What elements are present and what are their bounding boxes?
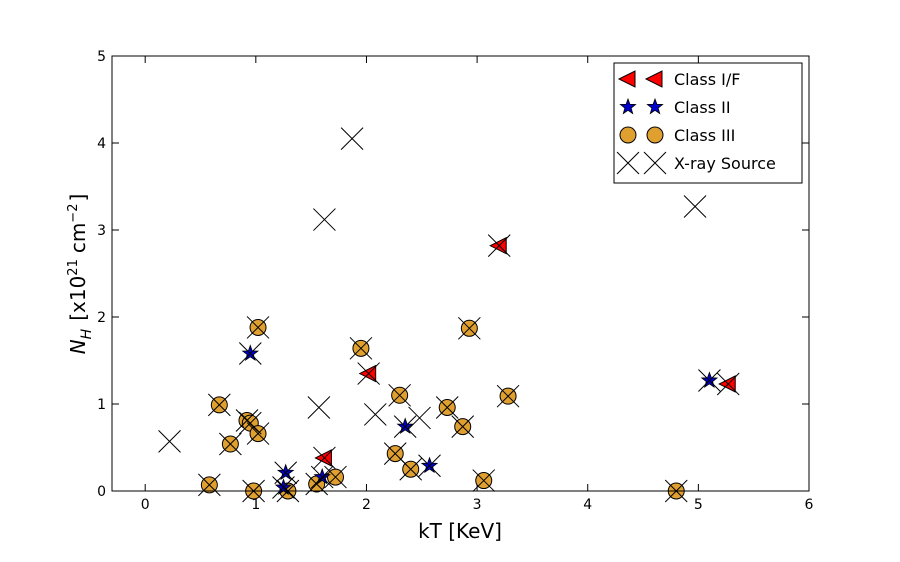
y-tick-label-0: 0 [97, 484, 106, 500]
x-ray-source-point-3 [683, 195, 707, 218]
class-i-f-point-0 [489, 236, 507, 255]
class-ii-point-4 [313, 467, 331, 485]
x-ray-source-point-23 [496, 384, 520, 408]
y-label-exponent-21: 21 [66, 259, 81, 276]
legend-marker-class-ii-a [619, 97, 637, 115]
class-ii-point-6 [700, 371, 719, 388]
y-tick-label-1: 1 [97, 397, 106, 413]
axis-ticks: 0 1 2 3 4 5 6 0 1 2 3 4 5 [97, 49, 813, 513]
class-i-f-point-1 [358, 364, 377, 383]
class-ii-point-1 [396, 417, 414, 435]
x-ray-source-point-26 [238, 411, 262, 435]
y-tick-label-2: 2 [97, 310, 106, 326]
x-tick-label-0: 0 [141, 497, 150, 513]
class-ii-point-3 [420, 456, 439, 474]
x-ray-source-point-32 [324, 465, 347, 489]
legend-marker-class-ii-b [646, 97, 664, 115]
class-i-f-point-3 [718, 375, 736, 393]
x-ray-source-point-4 [307, 396, 331, 419]
x-axis-label: kT [KeV] [418, 519, 502, 543]
x-ray-source-point-34 [198, 473, 221, 497]
class-ii-point-2 [276, 463, 295, 481]
y-tick-label-5: 5 [97, 49, 106, 65]
x-ray-source-point-27 [246, 422, 270, 445]
y-tick-label-4: 4 [97, 136, 106, 152]
x-ray-source-point-12 [393, 415, 417, 438]
legend-marker-class-iii-a [619, 126, 637, 144]
x-ray-source-point-10 [716, 372, 740, 396]
legend-label-class-ii: Class II [674, 98, 731, 117]
x-tick-label-1: 1 [251, 497, 260, 513]
x-ray-source-point-25 [235, 409, 259, 432]
y-label-exponent-neg2: −2 [66, 204, 81, 223]
x-ray-source-point-6 [408, 406, 431, 430]
y-label-unit: cm [66, 223, 90, 253]
x-ray-source-point-1 [340, 127, 364, 151]
x-ray-source-point-17 [698, 369, 721, 392]
x-ray-source-point-24 [435, 396, 459, 419]
y-label-bracket-close: ] [66, 194, 90, 202]
legend-marker-class-i-f-a [617, 70, 636, 88]
class-i-f-point-2 [314, 449, 332, 467]
y-tick-label-3: 3 [97, 223, 106, 239]
x-ray-source-point-7 [487, 234, 511, 258]
class-ii-point-0 [241, 344, 260, 361]
x-ray-source-point-11 [238, 342, 262, 365]
x-ray-source-point-14 [418, 454, 441, 478]
y-label-symbol: N [66, 339, 90, 354]
x-ray-source-point-5 [363, 403, 387, 426]
y-label-bracket-open: [x10 [66, 276, 90, 321]
plot-frame [111, 55, 810, 492]
x-tick-label-6: 6 [805, 497, 814, 513]
x-ray-source-point-2 [313, 208, 336, 231]
x-tick-label-3: 3 [473, 497, 482, 513]
legend: Class I/F Class II Class III X-ray Source [613, 62, 803, 184]
x-ray-source-point-22 [388, 383, 412, 407]
legend-marker-class-i-f-b [644, 70, 663, 88]
x-ray-source-point-16 [272, 476, 295, 499]
legend-label-class-iii: Class III [674, 126, 735, 145]
legend-marker-class-iii-b [646, 126, 664, 144]
x-tick-label-5: 5 [694, 497, 703, 513]
legend-label-x-ray-source: X-ray Source [674, 154, 776, 173]
x-ray-source-point-33 [472, 469, 496, 492]
x-ray-source-point-18 [246, 316, 270, 339]
x-tick-label-4: 4 [583, 497, 592, 513]
y-label-subscript: H [79, 328, 95, 339]
x-ray-source-point-28 [219, 432, 242, 456]
x-ray-source-point-9 [313, 446, 336, 470]
x-ray-source-point-15 [310, 465, 334, 489]
legend-box [613, 62, 803, 184]
x-ray-source-point-19 [457, 316, 481, 340]
x-ray-source-point-31 [399, 457, 423, 481]
x-ray-source-point-0 [158, 430, 181, 453]
x-ray-source-point-29 [451, 415, 475, 438]
legend-marker-x-ray-source-b [643, 151, 667, 175]
x-ray-source-point-20 [349, 336, 373, 360]
x-tick-label-2: 2 [362, 497, 371, 513]
x-ray-source-point-13 [274, 461, 298, 485]
x-ray-source-point-8 [357, 362, 381, 385]
x-ray-source-point-21 [207, 393, 231, 417]
data-marks [158, 127, 740, 503]
legend-label-class-i-f: Class I/F [674, 70, 741, 89]
y-axis-label: NH [x1021 cm−2] [66, 194, 95, 355]
legend-marker-x-ray-source-a [616, 151, 640, 175]
